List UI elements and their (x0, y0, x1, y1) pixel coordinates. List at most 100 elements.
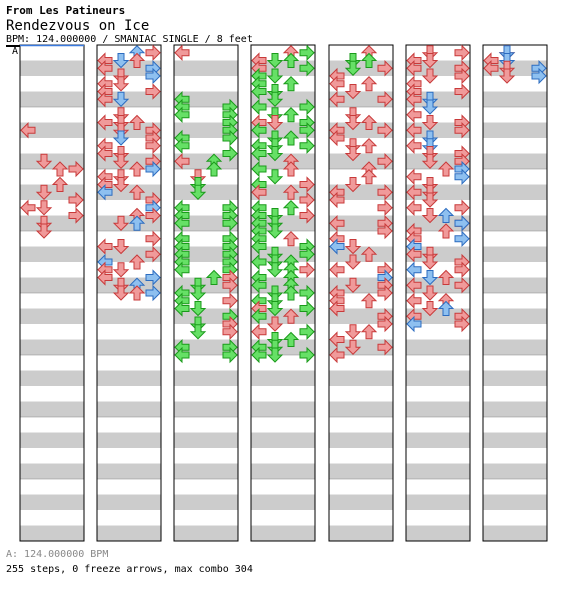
step-arrow (128, 184, 146, 200)
step-arrow (329, 331, 345, 348)
step-arrow (282, 285, 300, 301)
step-arrow (344, 339, 362, 355)
step-arrow (282, 231, 300, 247)
step-arrow (329, 75, 345, 92)
step-arrow (377, 339, 393, 356)
step-arrow (421, 99, 439, 115)
step-arrow (222, 346, 238, 364)
step-arrow (360, 114, 378, 130)
step-arrow (406, 246, 422, 263)
step-arrow (437, 207, 455, 223)
step-arrow (282, 200, 300, 216)
step-arrow (68, 191, 84, 209)
step-arrow (251, 98, 267, 116)
step-arrow (299, 207, 315, 224)
chart-column (328, 44, 394, 542)
step-arrow (299, 60, 315, 77)
step-arrow (299, 122, 315, 139)
step-arrow (97, 184, 113, 201)
step-arrow (299, 346, 315, 364)
column-border (173, 44, 239, 542)
step-arrow (299, 284, 315, 302)
step-arrow (344, 115, 362, 131)
step-arrow (377, 60, 393, 77)
column-border (250, 44, 316, 542)
step-arrow (329, 91, 345, 108)
step-arrow (189, 301, 207, 317)
step-arrow (421, 285, 439, 301)
step-arrow (222, 323, 238, 340)
step-arrow (437, 161, 455, 177)
step-arrow (266, 146, 284, 162)
step-arrow (145, 207, 161, 224)
step-arrow (112, 262, 130, 278)
step-arrow (128, 215, 146, 231)
step-arrow (377, 153, 393, 170)
step-arrow (421, 153, 439, 169)
step-arrow (145, 230, 161, 247)
step-arrow (360, 76, 378, 92)
step-arrow (266, 223, 284, 239)
step-arrow (112, 177, 130, 193)
step-arrow (174, 300, 190, 317)
step-arrow (222, 145, 238, 162)
step-arrow (454, 168, 470, 185)
column-border (405, 44, 471, 542)
step-arrow (299, 300, 315, 317)
step-arrow (35, 200, 53, 216)
step-arrow (406, 91, 422, 108)
step-arrow (145, 137, 161, 154)
chart-column (405, 44, 471, 542)
step-arrow (112, 91, 130, 107)
step-arrow (97, 60, 113, 77)
step-arrow (266, 53, 284, 69)
step-arrow (454, 215, 470, 232)
chart-column (482, 44, 548, 542)
step-arrow (421, 301, 439, 317)
step-arrow (406, 292, 422, 309)
step-arrow (406, 122, 422, 139)
chart-column (96, 44, 162, 542)
step-arrow (97, 269, 113, 286)
step-arrow (266, 301, 284, 317)
step-arrow (299, 261, 315, 278)
step-arrow (282, 76, 300, 92)
step-arrow (329, 300, 345, 317)
step-arrow (189, 184, 207, 200)
step-arrow (112, 130, 130, 146)
step-arrow (377, 222, 393, 240)
step-arrow (437, 223, 455, 239)
step-arrow (251, 308, 267, 325)
step-arrow (112, 285, 130, 301)
step-arrow (251, 184, 267, 201)
step-arrow (406, 60, 422, 77)
step-arrow (454, 261, 470, 278)
step-arrow (360, 246, 378, 262)
step-arrow (454, 315, 470, 333)
step-arrow (174, 346, 190, 364)
step-arrow (222, 277, 238, 294)
step-arrow (251, 122, 267, 139)
song-title: Rendezvous on Ice (6, 18, 150, 34)
step-arrow (406, 168, 422, 185)
step-arrow (51, 161, 69, 177)
step-arrow (406, 137, 422, 154)
step-arrow (222, 292, 238, 309)
step-arrow (498, 68, 516, 84)
chart-column (19, 44, 85, 542)
step-arrow (421, 192, 439, 208)
step-arrow (266, 68, 284, 84)
step-arrow (406, 315, 422, 333)
step-arrow (112, 215, 130, 231)
step-arrow (251, 323, 267, 340)
step-arrow (189, 285, 207, 301)
step-arrow (266, 262, 284, 278)
step-arrow (145, 284, 161, 302)
step-arrow (266, 316, 284, 332)
chart-column (173, 44, 239, 542)
step-arrow (454, 122, 470, 139)
step-arrow (145, 83, 161, 100)
step-arrow (112, 76, 130, 92)
step-arrow (531, 67, 547, 85)
step-arrow (360, 52, 378, 68)
